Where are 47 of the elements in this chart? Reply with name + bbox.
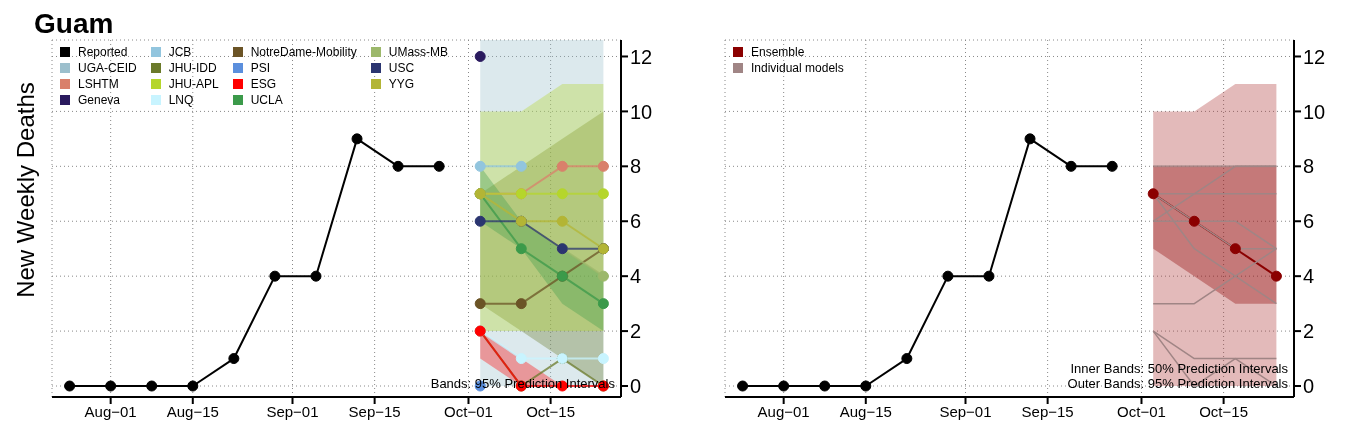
y-tick-label: 8 (630, 155, 642, 178)
y-tick-label: 12 (1303, 45, 1326, 68)
y-tick-label: 4 (1303, 265, 1315, 288)
chart-title: Guam (34, 8, 114, 40)
x-tick-label: Sep−15 (348, 402, 401, 420)
x-tick-label: Oct−01 (444, 402, 493, 420)
y-tick-label: 4 (630, 265, 642, 288)
y-tick-label: 0 (1303, 375, 1315, 398)
legend-label: LNQ (168, 93, 194, 107)
x-tick-label: Sep−01 (939, 402, 992, 420)
legend-label: UGA-CEID (78, 61, 137, 75)
y-tick-label: 2 (1303, 320, 1315, 343)
legend-label: YYG (388, 77, 415, 91)
x-tick-label: Oct−15 (526, 402, 575, 420)
legend-label: Geneva (78, 93, 121, 107)
y-tick-label: 10 (1303, 100, 1326, 123)
legend-label: JHU-APL (168, 77, 219, 91)
x-tick-label: Sep−01 (266, 402, 319, 420)
y-tick-label: 2 (630, 320, 642, 343)
legend-label: UCLA (250, 93, 283, 107)
legend-label: Reported (78, 45, 128, 59)
legend-label: JHU-IDD (168, 61, 217, 75)
x-tick-label: Aug−01 (84, 402, 137, 420)
x-tick-label: Oct−01 (1117, 402, 1166, 420)
annotation: Inner Bands: 50% Prediction Intervals (1069, 361, 1288, 376)
y-tick-label: 0 (630, 375, 642, 398)
legend-label: Individual models (751, 61, 844, 75)
y-tick-label: 8 (1303, 155, 1315, 178)
legend-label: JCB (168, 45, 192, 59)
legend-label: UMass-MB (388, 45, 449, 59)
y-tick-label: 6 (630, 210, 642, 233)
legend-label: Ensemble (751, 45, 805, 59)
y-tick-label: 6 (1303, 210, 1315, 233)
y-tick-label: 10 (630, 100, 653, 123)
legend-label: LSHTM (78, 77, 119, 91)
x-tick-label: Aug−15 (166, 402, 219, 420)
legend-label: PSI (250, 61, 271, 75)
legend-label: ESG (250, 77, 277, 91)
x-tick-label: Aug−15 (839, 402, 892, 420)
annotation: Outer Bands: 95% Prediction Intervals (1067, 376, 1288, 391)
y-axis-title: New Weekly Deaths (12, 82, 40, 298)
legend-label: NotreDame-Mobility (250, 45, 357, 59)
x-tick-label: Sep−15 (1021, 402, 1074, 420)
y-tick-label: 12 (630, 45, 653, 68)
legend-label: USC (388, 61, 415, 75)
x-tick-label: Aug−01 (757, 402, 810, 420)
x-tick-label: Oct−15 (1199, 402, 1248, 420)
